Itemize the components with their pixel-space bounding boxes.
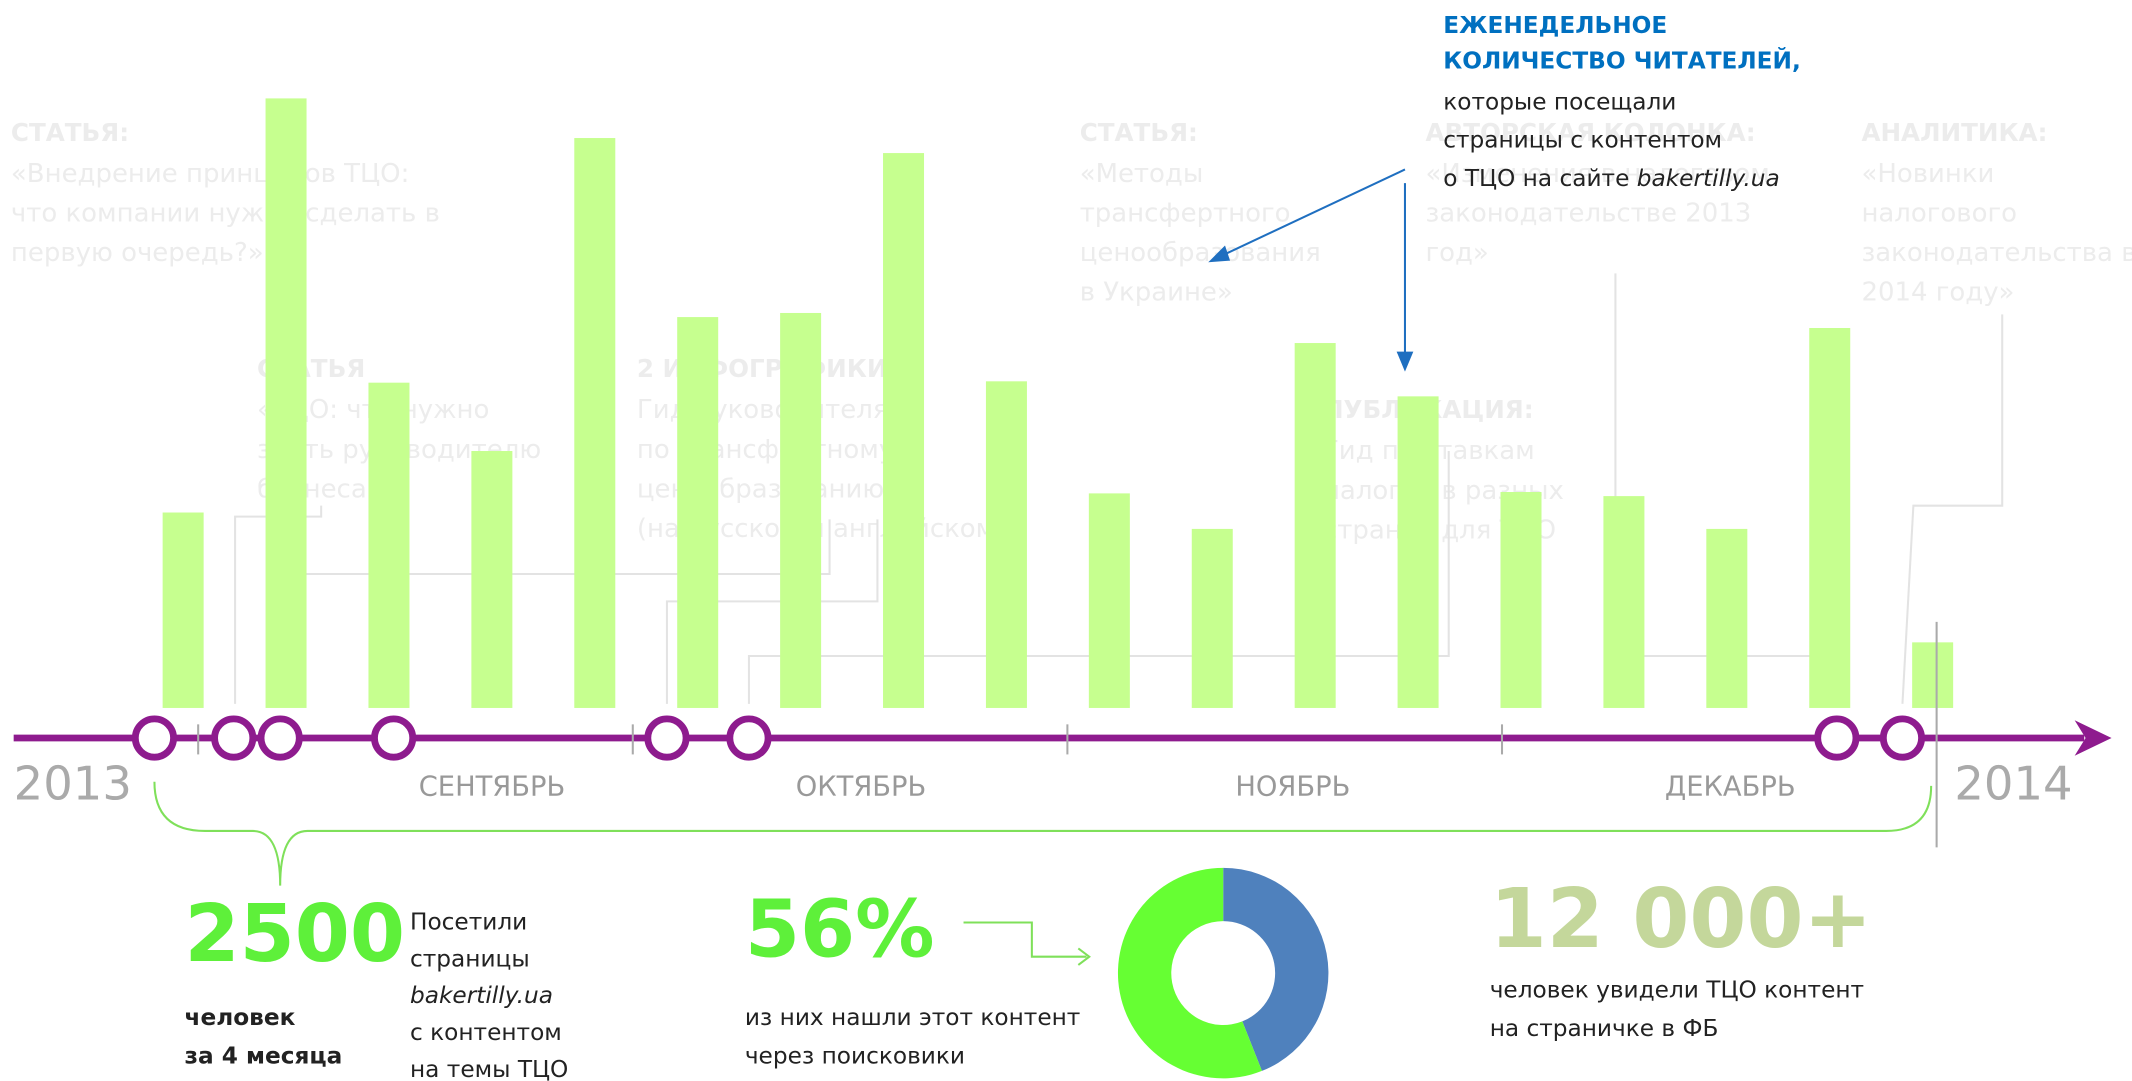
- event-marker: [1883, 719, 1921, 757]
- donut: [1118, 868, 1328, 1078]
- month-label: ОКТЯБРЬ: [796, 771, 927, 802]
- event-marker: [648, 719, 686, 757]
- bar: [1089, 493, 1130, 708]
- visitors-value: 2500: [185, 887, 406, 980]
- visitors-caption: человек: [185, 1004, 296, 1031]
- facebook-caption: на страничке в ФБ: [1490, 1015, 1719, 1042]
- bar: [1912, 642, 1953, 708]
- annotation-title: СТАТЬЯ:: [1080, 118, 1198, 147]
- annotation-text: в Украине»: [1080, 278, 1233, 308]
- bar: [780, 313, 821, 708]
- event-marker: [374, 719, 412, 757]
- bar: [1295, 343, 1336, 708]
- annotation-text: год»: [1425, 238, 1488, 268]
- visitors-note: bakertilly.ua: [410, 982, 553, 1009]
- search-value: 56%: [745, 883, 935, 976]
- year-label: 2013: [14, 757, 132, 811]
- annotation-text: трансфертного: [1080, 198, 1291, 228]
- bar: [1809, 328, 1850, 708]
- event-marker: [215, 719, 253, 757]
- bar: [986, 381, 1027, 708]
- month-label: ДЕКАБРЬ: [1665, 771, 1796, 802]
- legend-text: страницы с контентом: [1443, 127, 1722, 154]
- stat-arrow: [964, 923, 1087, 957]
- annotation-title: АНАЛИТИКА:: [1861, 118, 2047, 147]
- bar: [1398, 396, 1439, 708]
- annotation-text: первую очередь?»: [11, 238, 264, 268]
- annotation-text: «Новинки: [1861, 159, 1994, 189]
- year-label: 2014: [1954, 757, 2072, 811]
- annotation-text: по трансфертному: [637, 435, 894, 465]
- connector: [280, 519, 829, 704]
- visitors-caption: за 4 месяца: [185, 1042, 343, 1069]
- legend-text: которые посещали: [1443, 88, 1676, 115]
- site-name: bakertilly.ua: [1637, 165, 1780, 192]
- annotation-title: 2 ИНФОГРАФИКИ:: [637, 354, 897, 383]
- bar: [1501, 492, 1542, 708]
- annotation-text: «Внедрение принципов ТЦО:: [11, 159, 409, 189]
- legend-text: о ТЦО на сайте bakertilly.ua: [1443, 165, 1780, 192]
- facebook-caption: человек увидели ТЦО контент: [1490, 977, 1864, 1004]
- annotation-text: законодательства в: [1861, 238, 2132, 268]
- bar: [266, 98, 307, 708]
- legend-note: ЕЖЕНЕДЕЛЬНОЕ КОЛИЧЕСТВО ЧИТАТЕЛЕЙ, котор…: [1211, 12, 1801, 369]
- annotation-text: 2014 году»: [1861, 278, 2014, 308]
- infographic: СТАТЬЯ: «Внедрение принципов ТЦО: что комп…: [0, 0, 2132, 1081]
- event-marker: [261, 719, 299, 757]
- legend-text: о ТЦО на сайте: [1443, 165, 1629, 192]
- visitors-note: на темы ТЦО: [410, 1056, 568, 1081]
- event-marker: [135, 719, 173, 757]
- stats: 2500 человек за 4 месяца Посетили страни…: [185, 868, 1873, 1081]
- month-label: СЕНТЯБРЬ: [419, 771, 566, 802]
- event-marker: [730, 719, 768, 757]
- event-marker: [1818, 719, 1856, 757]
- canvas: СТАТЬЯ: «Внедрение принципов ТЦО: что комп…: [11, 12, 2132, 1081]
- search-caption: через поисковики: [745, 1042, 965, 1069]
- bar: [1192, 529, 1233, 708]
- bar: [574, 138, 615, 708]
- bar: [471, 451, 512, 708]
- annotation-text: ценообразованию: [637, 474, 884, 504]
- annotation-text: налогового: [1861, 198, 2017, 228]
- annotation-text: Гид руководителя: [637, 395, 889, 425]
- visitors-note: с контентом: [410, 1019, 562, 1046]
- bar: [1706, 529, 1747, 708]
- visitors-note: страницы: [410, 945, 530, 972]
- legend-title: ЕЖЕНЕДЕЛЬНОЕ: [1443, 12, 1667, 39]
- facebook-value: 12 000+: [1490, 872, 1873, 967]
- bar: [1603, 496, 1644, 708]
- bar: [883, 153, 924, 708]
- legend-title: КОЛИЧЕСТВО ЧИТАТЕЛЕЙ,: [1443, 46, 1801, 74]
- bar: [368, 383, 409, 708]
- bar: [163, 513, 204, 708]
- annotation-title: СТАТЬЯ:: [11, 118, 129, 147]
- annotation-text: что компании нужно сделать в: [11, 198, 440, 228]
- bar: [677, 317, 718, 708]
- annotation-text: «Методы: [1080, 159, 1204, 189]
- annotation-text: ценообразования: [1080, 238, 1321, 268]
- visitors-note: Посетили: [410, 908, 527, 935]
- search-caption: из них нашли этот контент: [745, 1004, 1080, 1031]
- month-label: НОЯБРЬ: [1235, 771, 1350, 802]
- annotation-text: законодательстве 2013: [1425, 198, 1751, 228]
- arrow-head: [1398, 353, 1412, 369]
